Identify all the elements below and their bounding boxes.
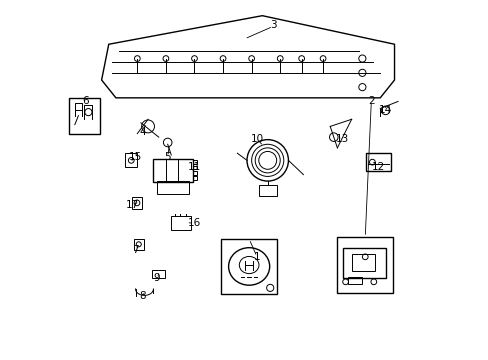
Text: 9: 9 bbox=[153, 273, 160, 283]
Text: 2: 2 bbox=[367, 96, 374, 107]
Text: 11: 11 bbox=[187, 162, 201, 172]
Bar bbox=[342, 248, 385, 278]
Bar bbox=[192, 166, 197, 169]
Text: 4: 4 bbox=[139, 127, 146, 137]
Bar bbox=[124, 153, 137, 167]
Bar bbox=[258, 185, 276, 196]
Bar bbox=[153, 158, 192, 182]
Bar bbox=[134, 239, 143, 249]
Bar bbox=[132, 197, 142, 208]
Text: 3: 3 bbox=[269, 19, 276, 30]
Text: 17: 17 bbox=[125, 200, 138, 210]
Bar bbox=[221, 239, 276, 294]
Text: 14: 14 bbox=[378, 105, 391, 115]
Text: 13: 13 bbox=[335, 134, 348, 144]
Bar bbox=[192, 176, 197, 180]
Text: 12: 12 bbox=[371, 162, 384, 172]
Bar bbox=[337, 237, 392, 293]
Text: 5: 5 bbox=[164, 152, 171, 162]
Text: 16: 16 bbox=[187, 218, 201, 228]
Bar bbox=[69, 98, 100, 134]
Text: 6: 6 bbox=[82, 96, 89, 107]
Bar bbox=[192, 171, 197, 175]
Bar bbox=[171, 216, 190, 230]
Text: 1: 1 bbox=[253, 252, 260, 262]
Text: 7: 7 bbox=[132, 245, 139, 255]
Text: 10: 10 bbox=[250, 134, 263, 144]
Bar bbox=[192, 160, 197, 164]
Bar bbox=[151, 270, 165, 278]
Bar bbox=[365, 153, 390, 171]
Bar bbox=[347, 277, 362, 284]
Text: 8: 8 bbox=[139, 291, 146, 301]
Bar bbox=[351, 254, 374, 271]
Bar bbox=[157, 181, 189, 194]
Text: 15: 15 bbox=[129, 152, 142, 162]
